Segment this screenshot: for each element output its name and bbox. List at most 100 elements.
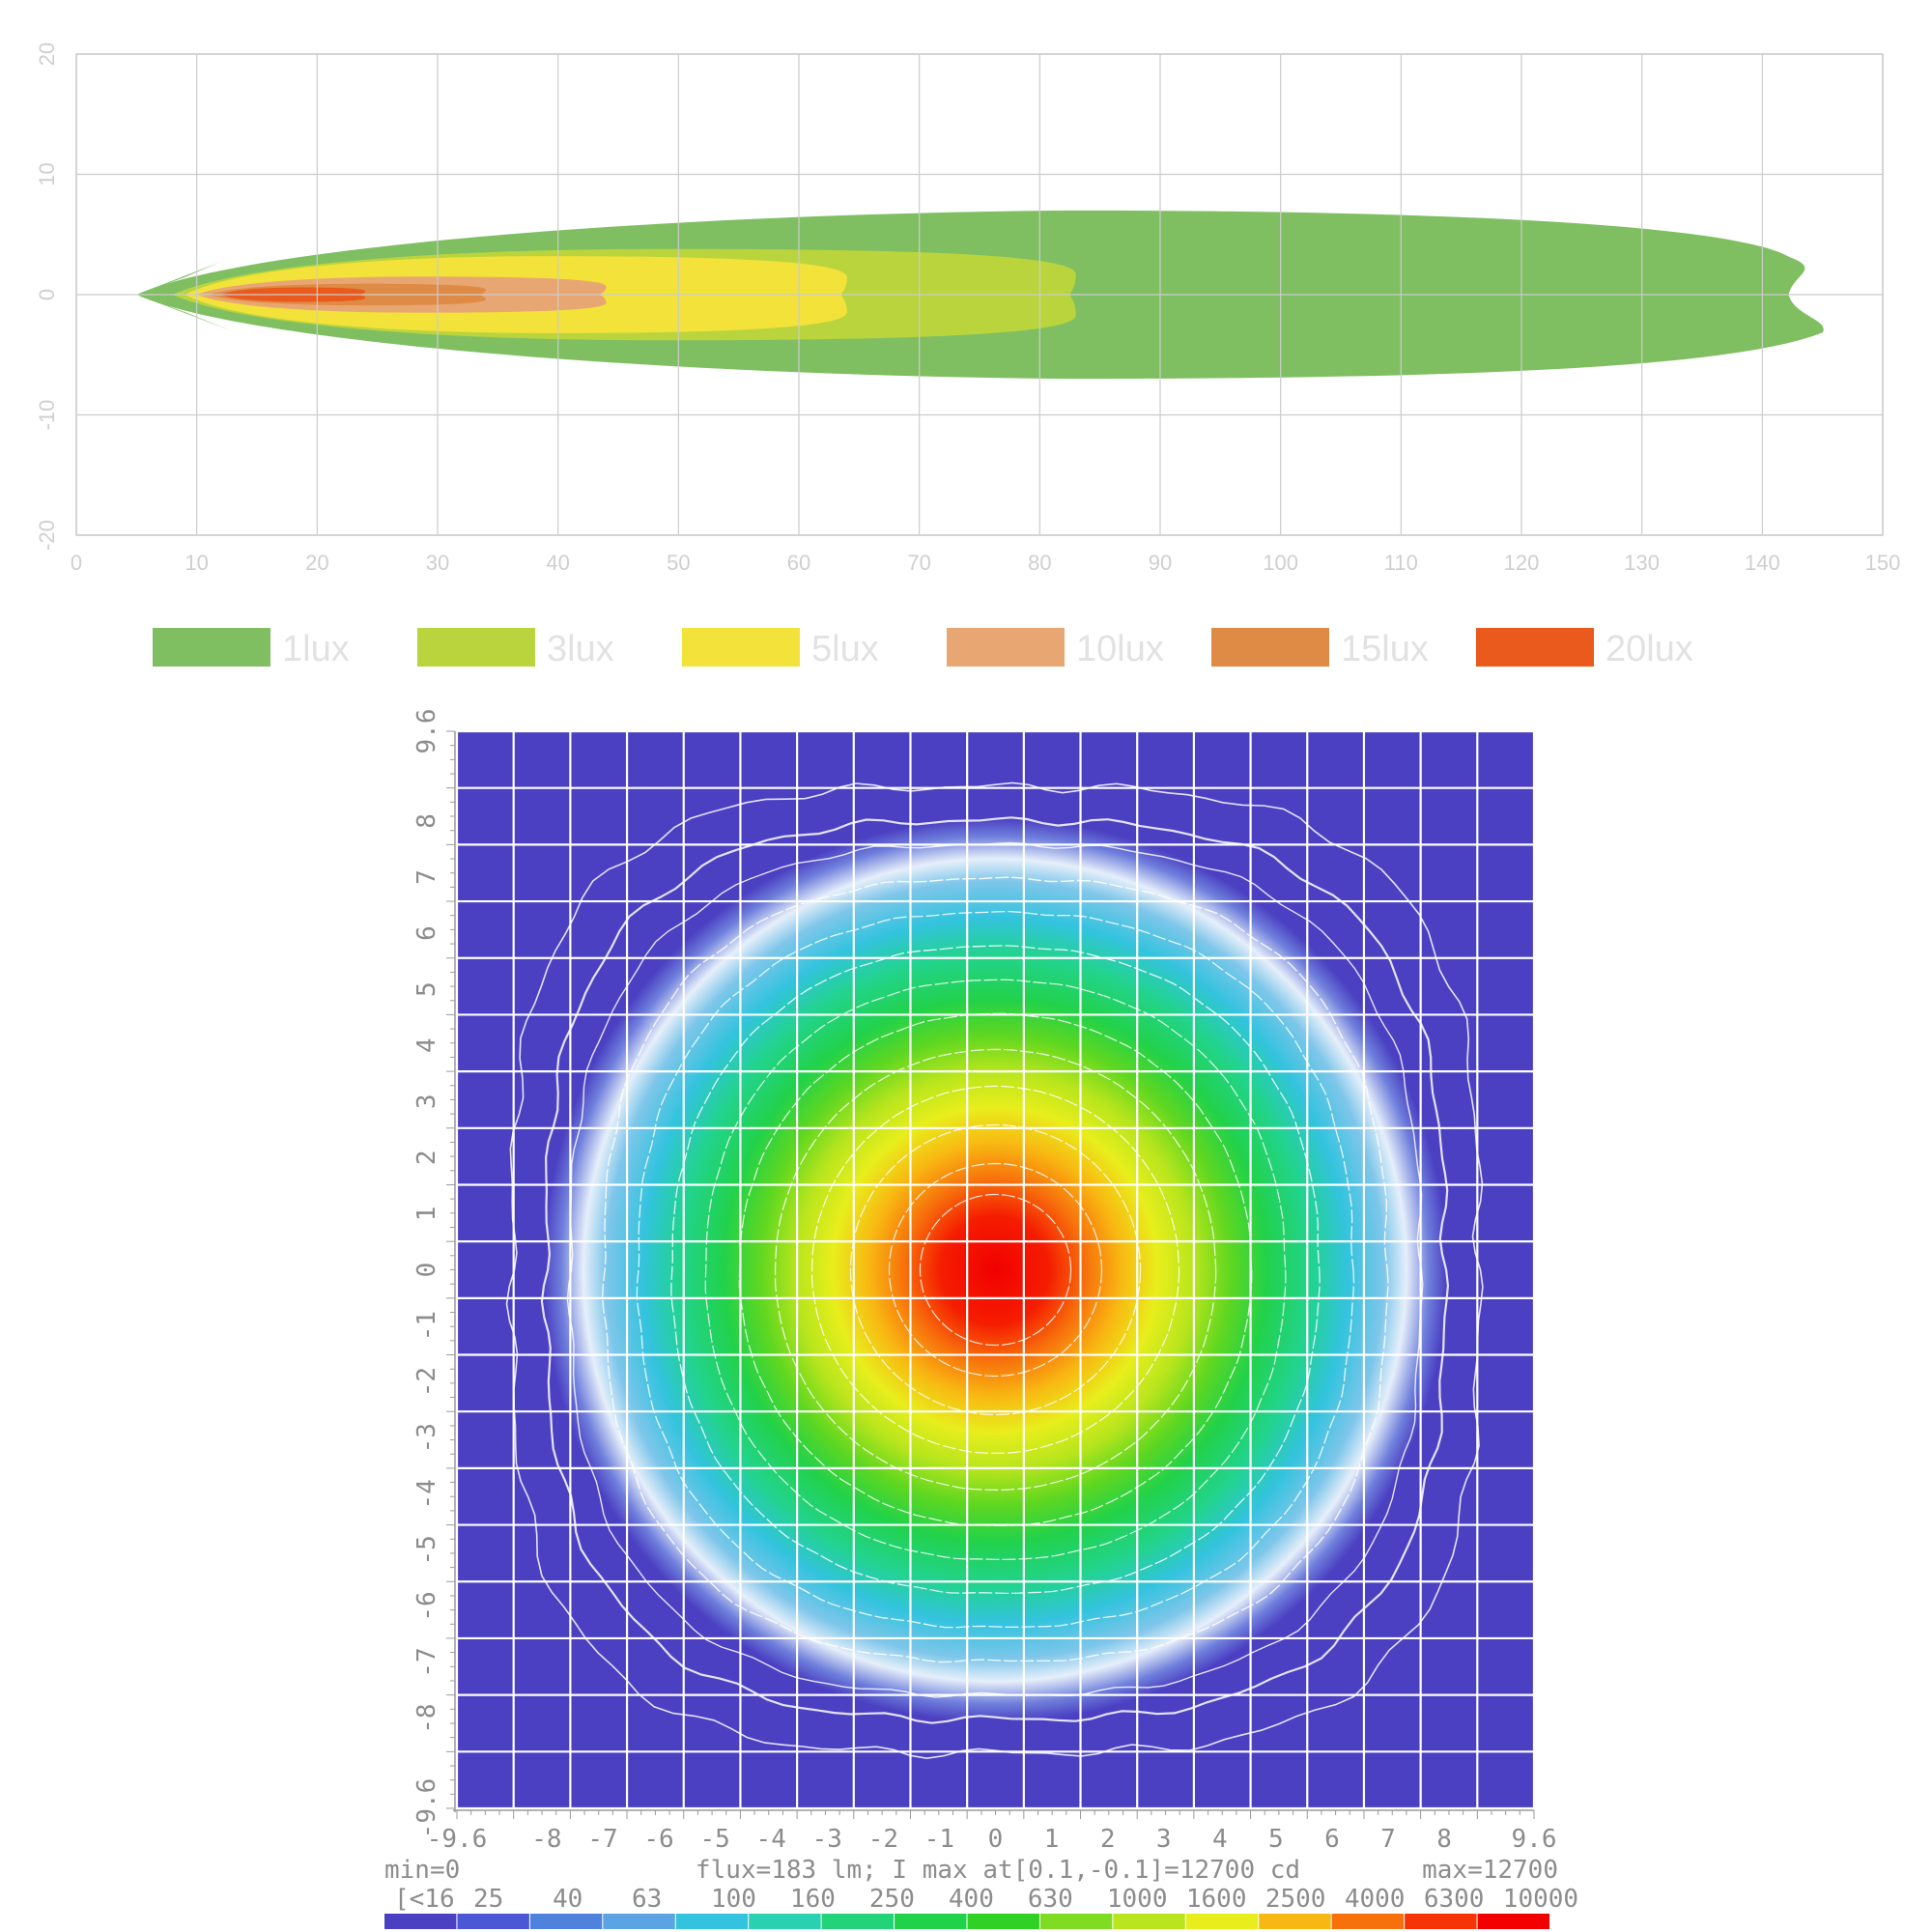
- scale-swatch: [1113, 1914, 1185, 1929]
- heatmap-y-tick-label: 4: [412, 1037, 441, 1053]
- isolux-x-tick-label: 150: [1865, 551, 1901, 575]
- heatmap-y-tick-label: -4: [412, 1479, 441, 1509]
- intensity-contour: [636, 910, 1355, 1629]
- scale-label: 250: [869, 1885, 915, 1914]
- intensity-contour: [704, 979, 1287, 1561]
- scale-swatch: [1039, 1914, 1113, 1929]
- max-label: max=12700: [1422, 1856, 1558, 1885]
- heatmap-y-tick-label: -8: [412, 1703, 441, 1733]
- heatmap-x-tick-label: -2: [868, 1825, 898, 1854]
- scale-label: 10000: [1503, 1885, 1578, 1914]
- heatmap-y-tick-label: -5: [412, 1535, 441, 1565]
- intensity-contour: [810, 1085, 1180, 1454]
- heatmap-y-tick-label: -2: [412, 1367, 441, 1397]
- isolux-y-tick-label: -20: [35, 520, 59, 551]
- legend-label-3lux: 3lux: [547, 629, 614, 669]
- min-label: min=0: [384, 1856, 460, 1885]
- heatmap-x-tick-label: -4: [756, 1825, 786, 1854]
- isolux-x-tick-label: 120: [1504, 551, 1540, 575]
- legend-label-15lux: 15lux: [1341, 629, 1429, 669]
- intensity-contour: [919, 1193, 1072, 1347]
- isolux-x-tick-label: 40: [546, 551, 569, 575]
- isolux-x-tick-label: 0: [71, 551, 82, 575]
- scale-label: 6300: [1424, 1885, 1485, 1914]
- heatmap-x-tick-label: 0: [988, 1825, 1004, 1854]
- scale-label: 63: [632, 1885, 662, 1914]
- intensity-contour: [849, 1123, 1142, 1416]
- legend-label-1lux: 1lux: [282, 629, 350, 669]
- heatmap-x-tick-label: -6: [643, 1825, 673, 1854]
- intensity-contour: [888, 1162, 1103, 1378]
- isolux-x-tick-label: 10: [185, 551, 208, 575]
- legend-swatch-1lux: [153, 628, 270, 667]
- intensity-distribution: [542, 818, 1448, 1722]
- isolux-y-tick-label: 0: [35, 289, 59, 300]
- heatmap-x-tick-label: 6: [1324, 1825, 1340, 1854]
- legend-swatch-20lux: [1476, 628, 1594, 667]
- scale-label: 25: [473, 1885, 503, 1914]
- isolux-x-tick-label: 130: [1624, 551, 1660, 575]
- intensity-contour: [566, 841, 1424, 1698]
- isolux-x-tick-label: 50: [667, 551, 690, 575]
- isolux-x-tick-label: 30: [426, 551, 449, 575]
- isolux-chart: 0 10 20 30 40 50 60 70 80 90 100 110 120 130 140 150 20…: [35, 43, 1901, 669]
- scale-swatch: [529, 1914, 603, 1929]
- heatmap-x-tick-label: 5: [1268, 1825, 1284, 1854]
- legend-label-10lux: 10lux: [1076, 629, 1164, 669]
- intensity-contour: [670, 945, 1321, 1595]
- legend-swatch-10lux: [947, 628, 1065, 667]
- scale-label: 160: [790, 1885, 836, 1914]
- heatmap-x-tick-label: 2: [1100, 1825, 1116, 1854]
- isolux-x-tick-label: 110: [1384, 551, 1418, 575]
- heatmap-x-tick-label: -9.6: [427, 1825, 488, 1854]
- scale-label: 400: [949, 1885, 994, 1914]
- legend-label-20lux: 20lux: [1605, 629, 1693, 669]
- heatmap-y-tick-label: 8: [412, 813, 441, 829]
- heatmap-y-tick-label: 6: [412, 925, 441, 941]
- heatmap-y-tick-label: -3: [412, 1423, 441, 1453]
- heatmap-x-tick-label: 1: [1044, 1825, 1060, 1854]
- intensity-contour: [601, 876, 1389, 1663]
- scale-swatch: [384, 1914, 457, 1929]
- heatmap-y-tick-label: -7: [412, 1647, 441, 1677]
- heatmap-x-tick-label: -8: [531, 1825, 561, 1854]
- heatmap-x-tick-label: 9.6: [1512, 1825, 1557, 1854]
- heatmap-y-tick-label: 2: [412, 1151, 441, 1166]
- scale-swatch: [895, 1914, 967, 1929]
- legend-swatch-3lux: [417, 628, 535, 667]
- isolux-x-tick-label: 70: [907, 551, 930, 575]
- isolux-y-tick-label: -10: [35, 400, 59, 431]
- heatmap-y-tick-label: 5: [412, 981, 441, 997]
- legend-swatch-5lux: [682, 628, 800, 667]
- heatmap-y-tick-label: 3: [412, 1094, 441, 1109]
- flux-info-label: flux=183 lm; I max at[0.1,-0.1]=12700 cd: [696, 1856, 1300, 1885]
- scale-swatch: [1259, 1914, 1331, 1929]
- heatmap-x-tick-label: -1: [924, 1825, 954, 1854]
- isolux-x-tick-label: 60: [787, 551, 810, 575]
- scale-label: 1600: [1186, 1885, 1247, 1914]
- scale-swatch: [749, 1914, 821, 1929]
- scale-swatch: [1185, 1914, 1259, 1929]
- isolux-x-tick-label: 20: [305, 551, 328, 575]
- scale-swatch: [967, 1914, 1039, 1929]
- heatmap-y-tick-label: -1: [412, 1311, 441, 1341]
- heatmap-x-tick-label: 3: [1156, 1825, 1172, 1854]
- heatmap-x-tick-label: 4: [1212, 1825, 1228, 1854]
- heatmap-x-tick-label: 7: [1380, 1825, 1396, 1854]
- scale-swatch: [821, 1914, 895, 1929]
- isolux-prong-lower: [136, 295, 234, 331]
- isolux-y-tick-label: 20: [35, 43, 59, 66]
- scale-swatch: [603, 1914, 675, 1929]
- heatmap-y-tick-label: -9.6: [412, 1778, 441, 1839]
- scale-label: 4000: [1345, 1885, 1406, 1914]
- scale-label: [<16: [394, 1885, 455, 1914]
- heatmap-y-tick-label: 0: [412, 1263, 441, 1278]
- legend-swatch-15lux: [1211, 628, 1329, 667]
- isolux-x-tick-label: 90: [1149, 551, 1172, 575]
- scale-label: 1000: [1107, 1885, 1168, 1914]
- heatmap-y-tick-label: 9.6: [412, 709, 441, 754]
- isolux-prong-upper: [136, 262, 221, 295]
- isolux-x-tick-label: 140: [1745, 551, 1780, 575]
- legend-label-5lux: 5lux: [811, 629, 879, 669]
